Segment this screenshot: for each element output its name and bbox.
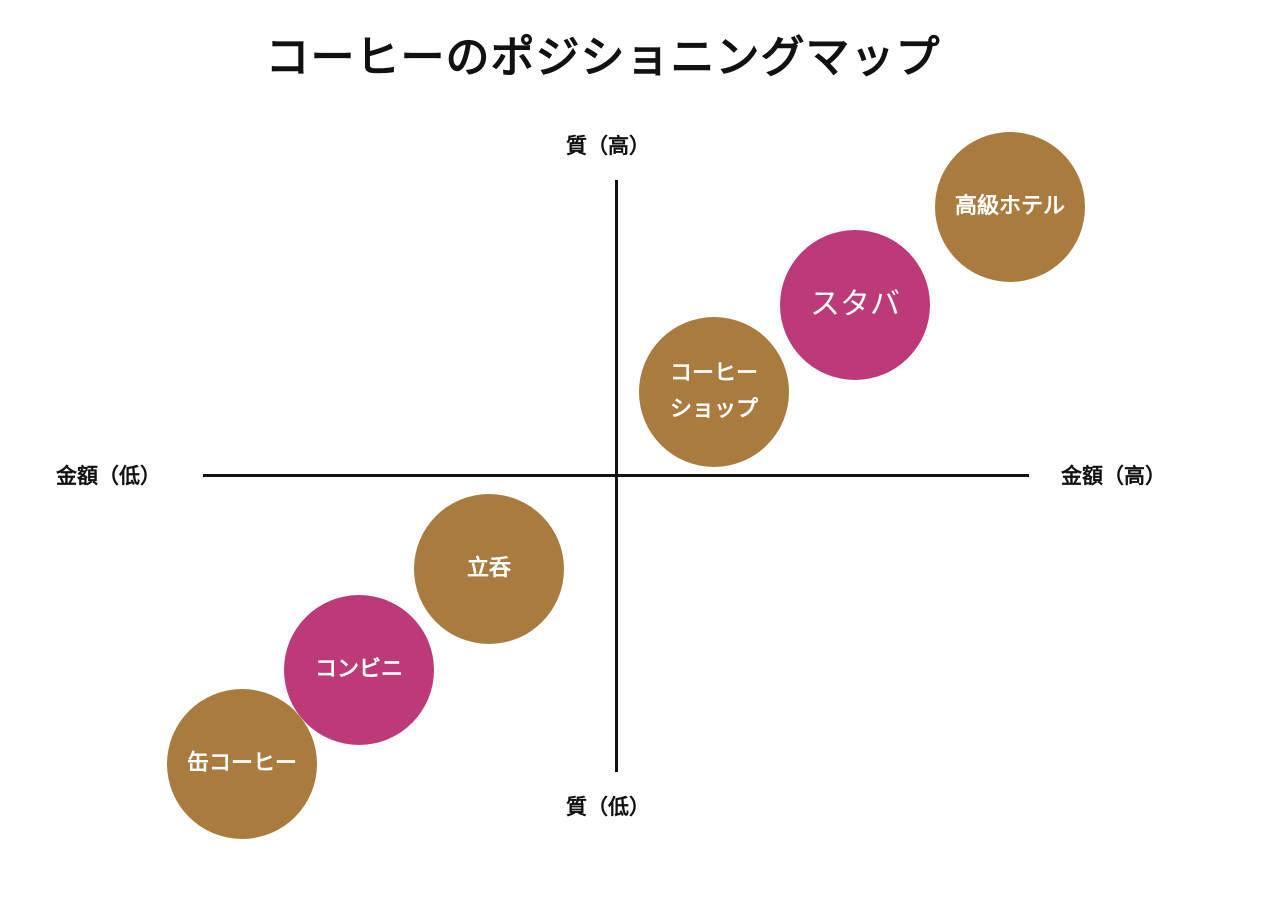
bubble-label: スタバ [810, 287, 900, 322]
bubble-canned-coffee: 缶コーヒー [167, 689, 317, 839]
bubble-luxury-hotel: 高級ホテル [935, 132, 1085, 282]
page-title: コーヒーのポジショニングマップ [265, 32, 941, 83]
price-axis [203, 474, 1029, 477]
axis-label-quality-high: 質（高） [566, 134, 650, 158]
axis-label-price-low: 金額（低） [56, 464, 161, 488]
bubble-label: コーヒー ショップ [669, 361, 758, 422]
bubble-label: コンビニ [314, 657, 403, 682]
axis-label-quality-low: 質（低） [566, 795, 650, 819]
bubble-starbucks: スタバ [780, 230, 930, 380]
bubble-coffee-shop: コーヒー ショップ [639, 317, 789, 467]
axis-label-price-high: 金額（高） [1061, 464, 1166, 488]
bubble-label: 立呑 [466, 556, 511, 581]
bubble-standing-bar: 立呑 [414, 494, 564, 644]
bubble-label: 高級ホテル [954, 194, 1065, 219]
bubble-label: 缶コーヒー [186, 751, 297, 776]
bubble-convenience-store: コンビニ [284, 595, 434, 745]
